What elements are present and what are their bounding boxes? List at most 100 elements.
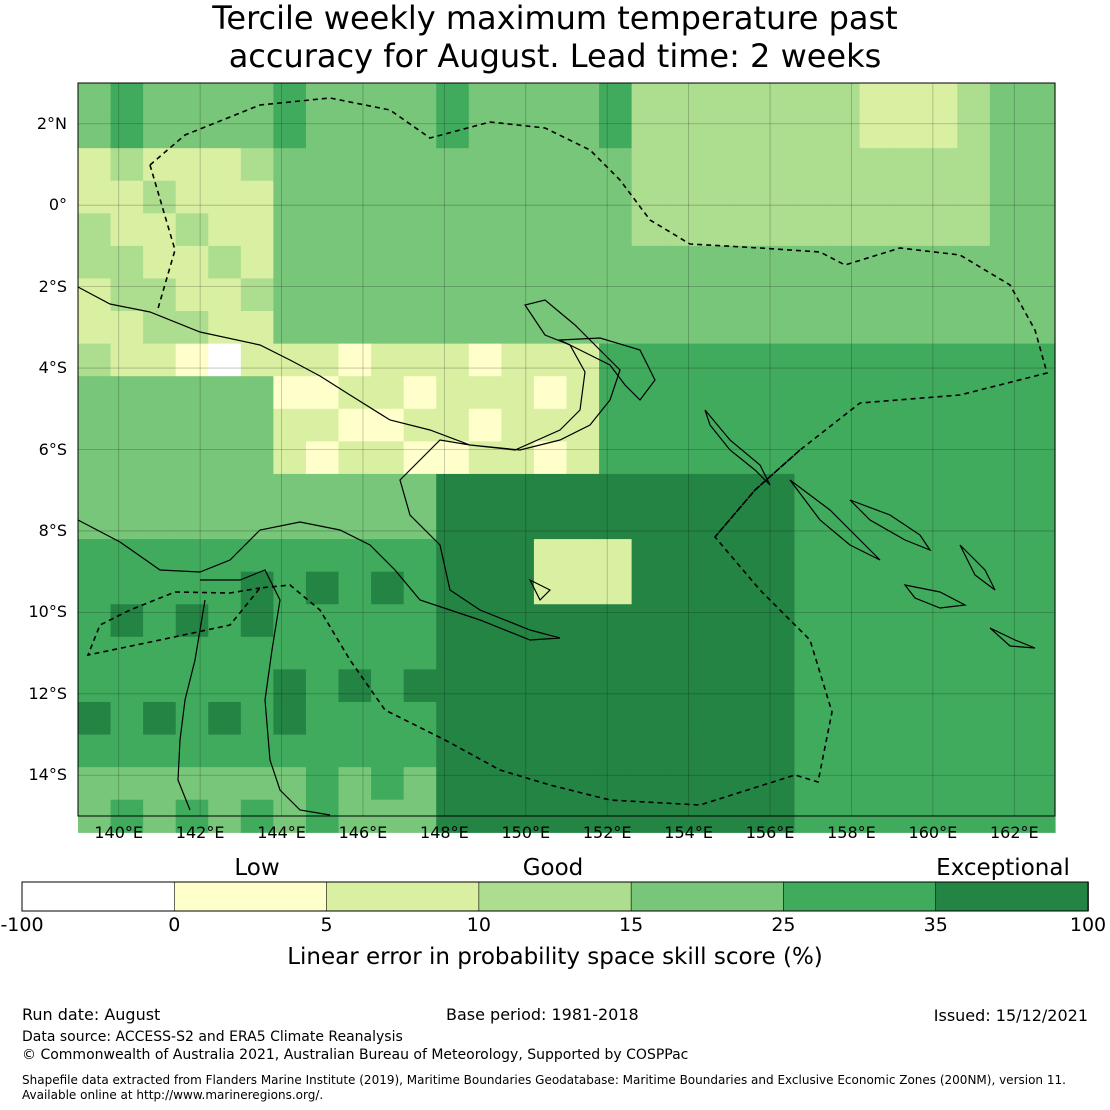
skill-cell [78, 441, 112, 475]
skill-cell [1022, 278, 1056, 312]
skill-cell [859, 311, 893, 345]
skill-cell [696, 245, 730, 280]
skill-cell [175, 148, 209, 182]
longitude-label: 140°E [94, 823, 144, 842]
latitude-label: 8°S [38, 520, 67, 540]
skill-cell [1022, 148, 1056, 182]
skill-cell [371, 734, 405, 768]
skill-cell [78, 115, 112, 149]
colorbar-category-exceptional: Exceptional [936, 855, 1070, 881]
skill-cell [924, 83, 958, 117]
skill-cell [305, 767, 340, 801]
skill-cell [729, 213, 763, 247]
skill-cell [240, 311, 274, 345]
skill-cell [566, 539, 600, 573]
skill-cell [533, 539, 568, 573]
skill-cell [989, 473, 1024, 508]
skill-cell [273, 408, 307, 442]
skill-cell [436, 734, 470, 768]
skill-cell [729, 701, 763, 736]
skill-cell [436, 245, 470, 280]
skill-cell [338, 636, 372, 670]
skill-cell [794, 701, 828, 736]
skill-cell [957, 311, 991, 345]
skill-cell [468, 506, 502, 540]
skill-cell [501, 571, 535, 605]
skill-cell [664, 506, 698, 540]
skill-cell [240, 539, 274, 573]
skill-cell [631, 376, 665, 410]
skill-cell [175, 669, 209, 703]
skill-cell [208, 83, 242, 117]
malaita-coastline [959, 544, 996, 591]
skill-cell [175, 115, 209, 149]
skill-cell [501, 767, 535, 801]
skill-cell [631, 408, 665, 442]
skill-cell [533, 604, 568, 638]
skill-cell [859, 180, 893, 214]
skill-cell [403, 376, 437, 410]
skill-cell [631, 83, 665, 117]
skill-cell [696, 115, 730, 149]
skill-cell [436, 701, 470, 736]
skill-cell [403, 343, 437, 377]
skill-cell [892, 636, 926, 670]
skill-cell [338, 669, 372, 703]
skill-cell [599, 180, 633, 214]
skill-cell [501, 408, 535, 442]
skill-cell [794, 604, 828, 638]
latitude-label: 10°S [28, 602, 67, 622]
skill-cell [957, 408, 991, 442]
skill-cell [78, 539, 112, 573]
skill-cell [371, 148, 405, 182]
skill-cell [761, 636, 796, 670]
skill-cell [403, 180, 437, 214]
skill-cell [110, 343, 144, 377]
skill-cell [403, 148, 437, 182]
copyright-notice: © Commonwealth of Australia 2021, Austra… [22, 1047, 689, 1063]
skill-cell [110, 148, 144, 182]
skill-cell [859, 376, 893, 410]
skill-cell [566, 278, 600, 312]
skill-cell [892, 180, 926, 214]
skill-cell [729, 506, 763, 540]
skill-cell [501, 539, 535, 573]
skill-cell [273, 441, 307, 475]
skill-cell [599, 473, 633, 508]
skill-cell [468, 278, 502, 312]
skill-cell [859, 148, 893, 182]
skill-cell [273, 115, 307, 149]
skill-cell [794, 278, 828, 312]
skill-cell [143, 473, 177, 508]
skill-cell [761, 669, 796, 703]
skill-cell [501, 83, 535, 117]
skill-cell [403, 767, 437, 801]
skill-cell [78, 213, 112, 247]
skill-cell [273, 539, 307, 573]
skill-cell [827, 571, 861, 605]
skill-cell [110, 213, 144, 247]
skill-cell [599, 571, 633, 605]
colorbar-segment [21, 881, 176, 912]
skill-cell [761, 311, 796, 345]
skill-cell [110, 278, 144, 312]
skill-cell [208, 473, 242, 508]
skill-cell [533, 311, 568, 345]
skill-cell [989, 180, 1024, 214]
skill-cell [989, 376, 1024, 410]
skill-cell [403, 245, 437, 280]
skill-cell [175, 213, 209, 247]
skill-cell [1022, 734, 1056, 768]
skill-cell [240, 343, 274, 377]
skill-cell [599, 701, 633, 736]
skill-cell [827, 604, 861, 638]
skill-cell [175, 473, 209, 508]
skill-cell [208, 636, 242, 670]
skill-cell [892, 441, 926, 475]
skill-cell [110, 539, 144, 573]
skill-cell [827, 734, 861, 768]
skill-cell [794, 734, 828, 768]
skill-cell [468, 83, 502, 117]
skill-cell [1022, 180, 1056, 214]
longitude-label: 144°E [257, 823, 306, 842]
